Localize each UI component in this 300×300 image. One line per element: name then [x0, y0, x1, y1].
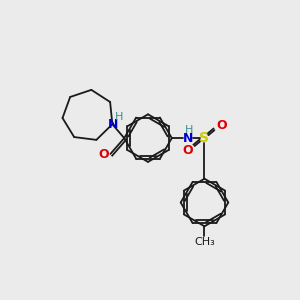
Text: S: S [200, 131, 209, 145]
Text: H: H [184, 125, 193, 135]
Text: N: N [182, 132, 193, 145]
Text: H: H [115, 112, 124, 122]
Text: CH₃: CH₃ [194, 237, 215, 247]
Text: O: O [98, 148, 109, 161]
Text: O: O [216, 119, 226, 132]
Text: N: N [108, 118, 118, 131]
Text: O: O [182, 145, 193, 158]
